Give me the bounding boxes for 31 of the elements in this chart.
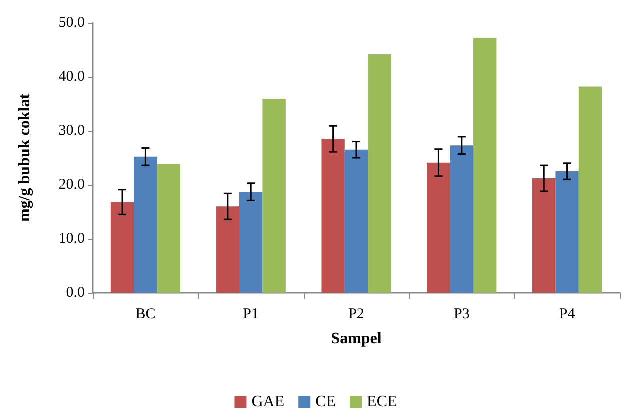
y-tick-label: 30.0 [58, 123, 85, 139]
bar [532, 178, 556, 293]
bar [450, 146, 474, 293]
bar [157, 164, 180, 293]
y-axis-title: mg/g bubuk coklat [16, 93, 34, 222]
x-tick-label: P4 [559, 306, 576, 322]
legend-label: ECE [367, 394, 398, 410]
y-tick-label: 40.0 [58, 69, 85, 85]
bar [262, 99, 286, 293]
bar [344, 150, 368, 293]
y-tick-label: 20.0 [58, 177, 85, 193]
x-tick-label: BC [136, 306, 156, 322]
bar [216, 206, 240, 293]
bar [556, 172, 579, 293]
x-axis-title: Sampel [331, 330, 382, 348]
y-tick-label: 10.0 [58, 231, 85, 247]
x-tick-label: P3 [454, 306, 470, 322]
y-tick-label: 0.0 [66, 285, 85, 301]
x-tick-label: P2 [348, 306, 364, 322]
bar [427, 162, 450, 293]
bar [578, 86, 602, 293]
bar [322, 139, 345, 293]
legend-label: CE [316, 394, 336, 410]
x-tick-label: P1 [243, 306, 260, 322]
y-tick-label: 50.0 [58, 15, 85, 31]
bar [110, 202, 134, 293]
bar [368, 54, 392, 293]
bar [473, 38, 497, 293]
legend-label: GAE [252, 394, 285, 410]
bar [134, 156, 158, 293]
bar [240, 192, 263, 293]
